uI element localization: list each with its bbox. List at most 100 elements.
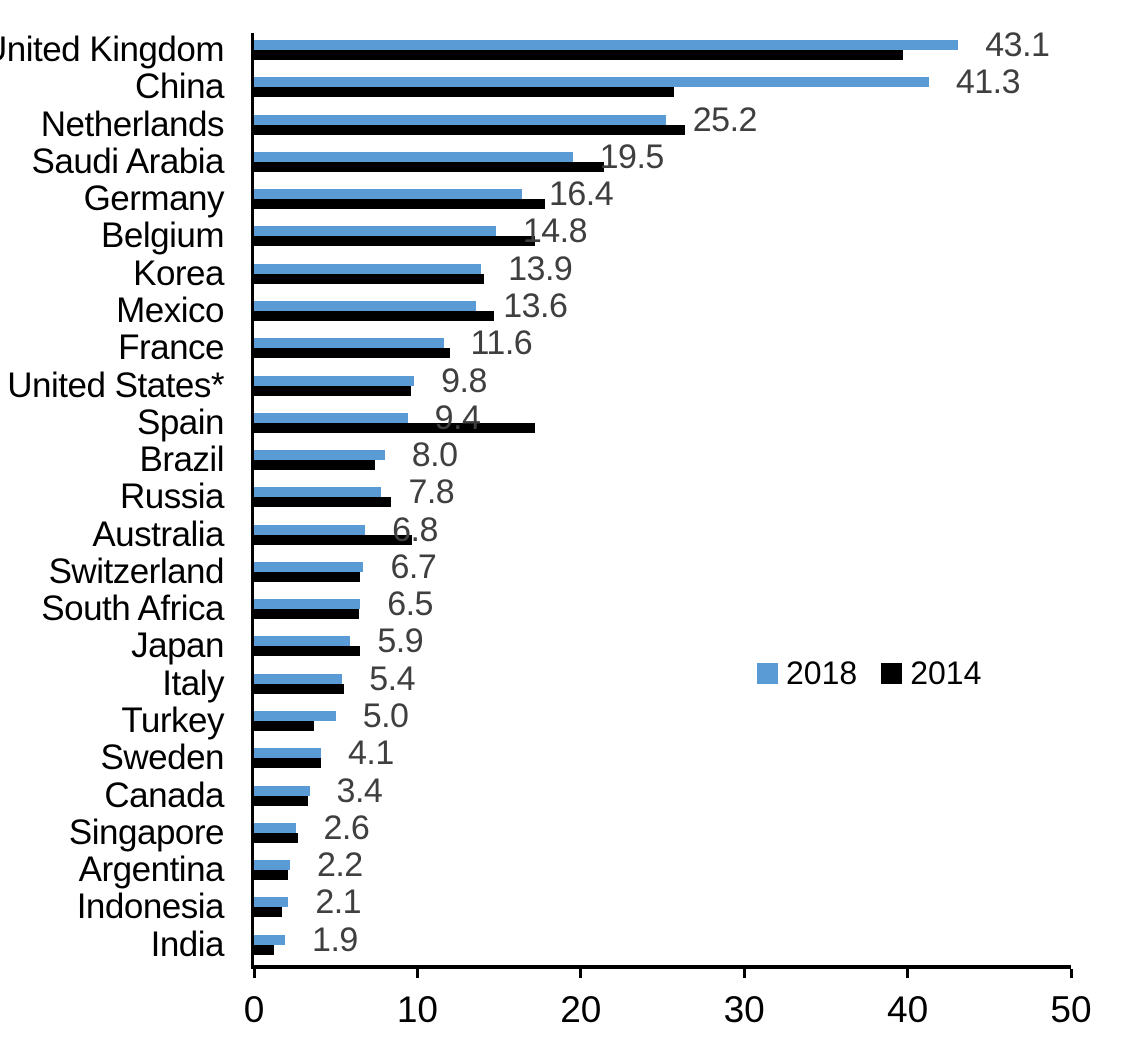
x-axis-line <box>251 965 1071 969</box>
x-axis-tick <box>415 969 419 978</box>
value-label-2018: 41.3 <box>955 63 1021 102</box>
country-label: Netherlands <box>40 104 225 144</box>
country-label: South Africa <box>41 589 224 629</box>
bar-2018 <box>254 40 959 50</box>
value-label-2018: 5.0 <box>362 697 409 736</box>
bar-2014 <box>254 87 674 98</box>
value-label-2018: 8.0 <box>411 436 458 475</box>
country-label: Australia <box>92 514 224 554</box>
value-label-2018: 25.2 <box>692 100 758 139</box>
value-label-2018: 3.4 <box>336 771 383 810</box>
bar-2018 <box>254 151 573 162</box>
bar-2018 <box>254 524 366 535</box>
x-axis-tick-label: 20 <box>560 989 602 1030</box>
country-label: France <box>118 328 224 368</box>
bar-2018 <box>254 375 415 386</box>
bar-2018 <box>254 338 444 349</box>
bar-2014 <box>254 460 375 471</box>
bar-2014 <box>254 832 299 843</box>
value-label-2018: 6.8 <box>392 510 438 549</box>
bar-2014 <box>254 348 451 359</box>
country-label: Turkey <box>121 701 224 741</box>
bar-2018 <box>254 822 297 833</box>
bar-2014 <box>254 310 495 321</box>
bar-2014 <box>254 646 361 657</box>
value-label-2018: 6.5 <box>387 585 433 624</box>
value-label-2018: 6.7 <box>390 547 437 586</box>
bar-2014 <box>254 534 413 545</box>
value-label-2018: 2.6 <box>323 808 370 847</box>
value-label-2018: 5.4 <box>369 659 415 698</box>
y-axis-line <box>251 33 254 969</box>
value-label-2018: 1.9 <box>312 920 358 959</box>
x-axis-tick <box>906 969 910 978</box>
bar-2018 <box>254 487 382 498</box>
plot-area: United Kingdom 43.1 China 41.3 Netherlands 25… <box>0 26 1071 965</box>
x-axis-tick-label: 50 <box>1050 989 1092 1030</box>
bar-2014 <box>254 273 485 284</box>
country-label: Singapore <box>68 812 225 852</box>
x-axis-tick-label: 10 <box>396 989 438 1030</box>
bar-2018 <box>254 450 385 461</box>
value-label-2018: 9.4 <box>434 398 481 437</box>
bar-2018 <box>254 77 929 88</box>
bar-2014 <box>254 124 686 135</box>
bar-2018 <box>254 412 408 423</box>
bar-2014 <box>254 385 411 396</box>
bar-2014 <box>254 683 344 694</box>
value-label-2018: 11.6 <box>470 324 533 363</box>
value-label-2018: 4.1 <box>347 734 394 773</box>
legend-swatch-2018 <box>757 662 778 684</box>
country-label: China <box>135 67 224 107</box>
bar-2014 <box>254 758 321 769</box>
bar-2014 <box>254 571 361 582</box>
bar-2018 <box>254 785 310 796</box>
bar-2018 <box>254 189 522 200</box>
bar-2018 <box>254 114 666 125</box>
value-label-2018: 7.8 <box>408 473 455 512</box>
bar-2014 <box>254 795 308 806</box>
value-label-2018: 19.5 <box>599 137 665 176</box>
bar-2018 <box>254 748 321 759</box>
value-label-2018: 43.1 <box>985 26 1050 64</box>
bar-2018 <box>254 673 343 684</box>
x-axis-tick <box>579 969 583 978</box>
legend-label-2014: 2014 <box>910 654 982 691</box>
bar-2014 <box>254 199 545 210</box>
value-label-2018: 13.6 <box>503 286 568 325</box>
value-label-2018: 5.9 <box>377 622 424 661</box>
x-axis-tick-label: 0 <box>243 989 265 1030</box>
country-label: Germany <box>83 179 225 219</box>
bar-2014 <box>254 609 359 620</box>
bar-2014 <box>254 50 903 60</box>
bar-2014 <box>254 944 274 955</box>
value-label-2018: 14.8 <box>522 212 588 251</box>
value-label-2018: 9.8 <box>441 361 487 400</box>
legend-label-2018: 2018 <box>786 654 858 691</box>
x-axis-tick <box>252 969 256 978</box>
country-label: Belgium <box>101 216 224 256</box>
bar-2014 <box>254 422 536 433</box>
legend: 2018 2014 <box>757 654 982 691</box>
bar-2018 <box>254 860 290 871</box>
bar-2018 <box>254 711 336 722</box>
country-label: Russia <box>120 477 224 517</box>
country-label: United Kingdom <box>0 30 225 69</box>
country-label: Argentina <box>78 850 225 890</box>
x-axis-tick <box>742 969 746 978</box>
country-label: Saudi Arabia <box>31 141 225 181</box>
bar-2014 <box>254 907 282 918</box>
country-label: Sweden <box>100 738 225 778</box>
country-label: India <box>150 924 225 964</box>
value-label-2018: 16.4 <box>548 175 614 214</box>
bar-2018 <box>254 897 289 908</box>
x-axis-tick <box>1069 969 1073 978</box>
country-label: Brazil <box>139 440 224 480</box>
bar-2018 <box>254 561 364 572</box>
country-label: Mexico <box>116 290 224 330</box>
bar-2018 <box>254 599 361 610</box>
bar-2018 <box>254 636 351 647</box>
value-label-2018: 2.2 <box>316 846 363 885</box>
country-label: Italy <box>162 663 224 703</box>
country-label: United States* <box>7 365 224 405</box>
